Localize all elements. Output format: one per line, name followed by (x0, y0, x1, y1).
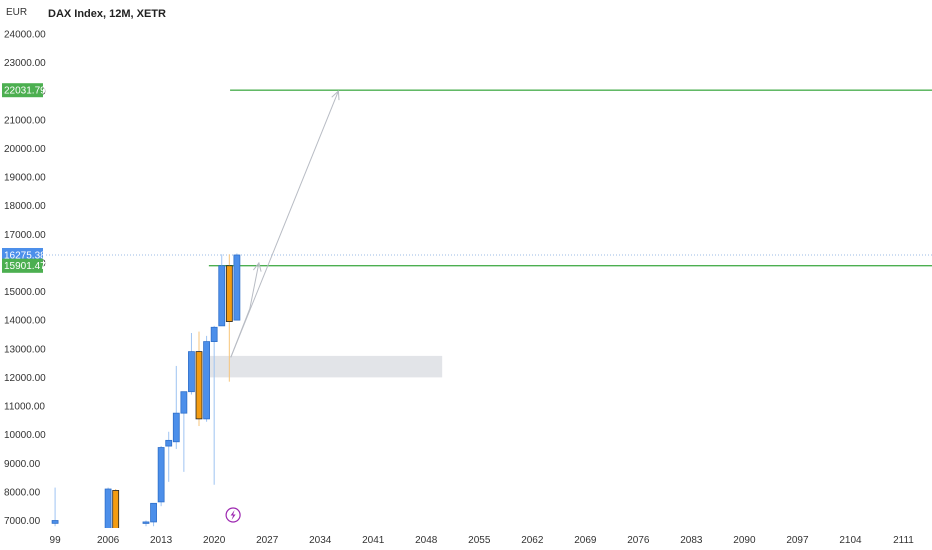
projection-path[interactable] (230, 262, 260, 358)
candle-body[interactable] (203, 341, 210, 420)
x-tick-label: 2027 (256, 535, 279, 546)
y-tick-label: 10000.00 (4, 430, 46, 441)
y-tick-label: 20000.00 (4, 144, 46, 155)
level-price-label: 22031.79 (4, 86, 46, 97)
candle-body[interactable] (188, 351, 195, 393)
y-tick-label: 24000.00 (4, 29, 46, 40)
candle-body[interactable] (233, 254, 241, 321)
x-tick-label: 2034 (309, 535, 332, 546)
chart-title: DAX Index, 12M, XETR (48, 8, 166, 20)
candle-body[interactable] (112, 490, 120, 533)
y-tick-label: 14000.00 (4, 316, 46, 327)
candle-body[interactable] (150, 502, 157, 523)
x-tick-label: 2069 (574, 535, 597, 546)
y-tick-label: 8000.00 (4, 487, 41, 498)
candle-body[interactable] (180, 391, 188, 414)
x-tick-label: 99 (50, 535, 62, 546)
y-tick-label: 18000.00 (4, 201, 46, 212)
level-price-tag (2, 83, 43, 98)
x-tick-label: 2097 (786, 535, 809, 546)
y-tick-label: 11000.00 (4, 402, 45, 413)
candle-body[interactable] (172, 412, 180, 443)
x-tick-label: 2076 (627, 535, 650, 546)
x-tick-label: 2083 (680, 535, 703, 546)
y-tick-label: 15000.00 (4, 287, 46, 298)
x-tick-label: 2013 (150, 535, 173, 546)
y-tick-label: 23000.00 (4, 58, 46, 69)
projection-path[interactable] (230, 90, 339, 358)
currency-label: EUR (6, 7, 27, 18)
candle-body[interactable] (157, 447, 165, 503)
x-tick-label: 2062 (521, 535, 544, 546)
x-tick-label: 2111 (893, 535, 914, 546)
level-price-label: 15901.47 (4, 261, 46, 272)
projection-arrowhead (253, 261, 262, 272)
x-tick-label: 2055 (468, 535, 491, 546)
candle-body[interactable] (104, 488, 112, 536)
y-tick-label: 21000.00 (4, 115, 46, 126)
y-tick-label: 7000.00 (4, 516, 41, 527)
x-tick-label: 2041 (362, 535, 385, 546)
time-axis[interactable] (0, 528, 932, 550)
candle-body[interactable] (165, 439, 173, 447)
y-tick-label: 12000.00 (4, 373, 46, 384)
y-tick-label: 9000.00 (4, 459, 41, 470)
candle-body[interactable] (195, 351, 203, 420)
x-tick-label: 2020 (203, 535, 226, 546)
y-tick-label: 17000.00 (4, 230, 46, 241)
candle-body[interactable] (218, 265, 226, 327)
y-tick-label: 13000.00 (4, 344, 46, 355)
level-price-tag (2, 258, 43, 273)
candle-body[interactable] (210, 326, 218, 342)
projection-arrowhead (331, 90, 340, 101)
candle-body[interactable] (225, 265, 233, 322)
x-tick-label: 2090 (733, 535, 756, 546)
x-tick-label: 2104 (839, 535, 862, 546)
x-tick-label: 2048 (415, 535, 438, 546)
y-tick-label: 19000.00 (4, 173, 46, 184)
lightning-bolt-glyph (230, 510, 236, 520)
last-price-label: 16275.38 (4, 250, 46, 261)
x-tick-label: 2006 (97, 535, 120, 546)
candle-body[interactable] (51, 520, 59, 524)
candle-body[interactable] (142, 521, 150, 524)
demand-zone[interactable] (208, 355, 443, 378)
